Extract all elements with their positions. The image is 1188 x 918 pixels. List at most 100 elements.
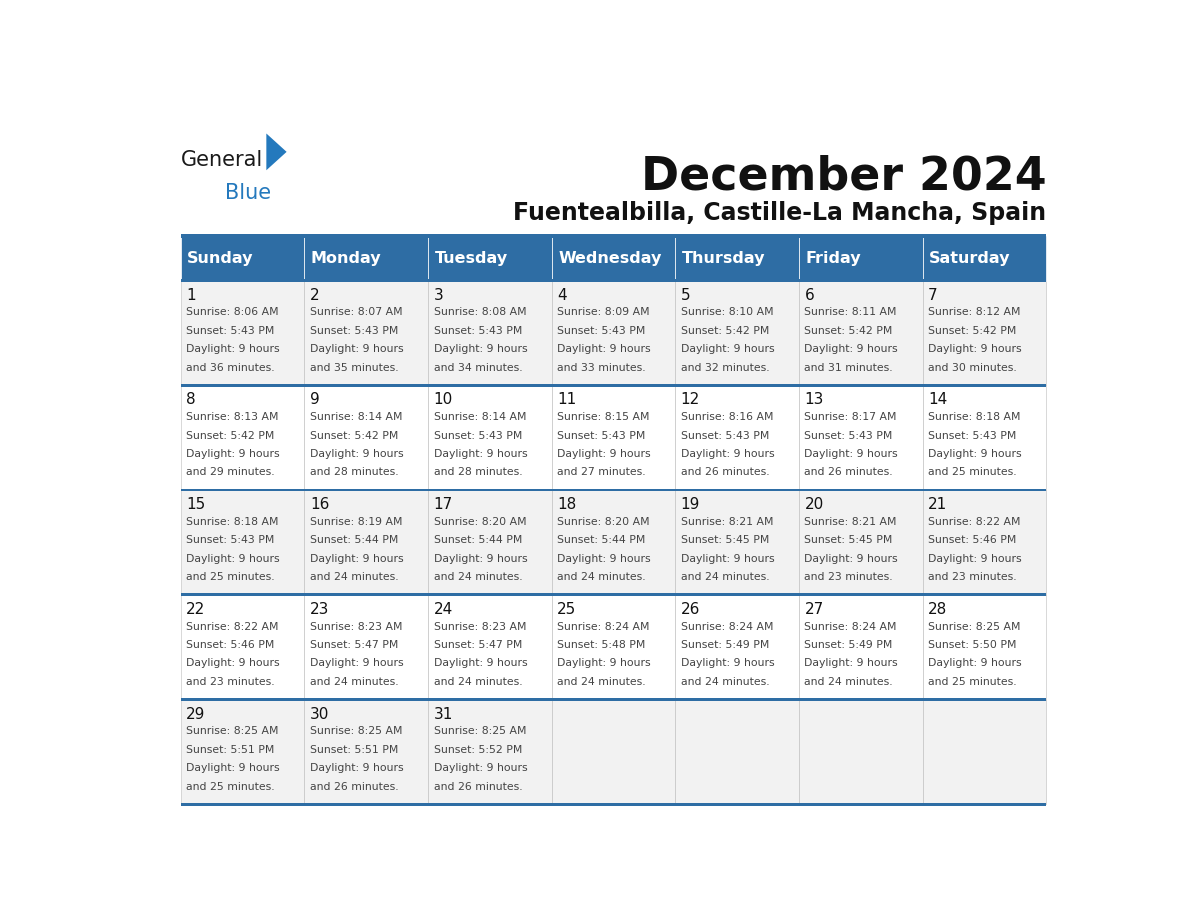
- Text: Sunrise: 8:21 AM: Sunrise: 8:21 AM: [681, 517, 773, 527]
- Text: and 28 minutes.: and 28 minutes.: [310, 467, 398, 477]
- Text: and 25 minutes.: and 25 minutes.: [187, 572, 274, 582]
- Text: and 35 minutes.: and 35 minutes.: [310, 363, 398, 373]
- Text: Sunrise: 8:09 AM: Sunrise: 8:09 AM: [557, 308, 650, 318]
- Bar: [551, 595, 675, 700]
- Text: Saturday: Saturday: [929, 251, 1011, 265]
- Text: Daylight: 9 hours: Daylight: 9 hours: [434, 658, 527, 668]
- Bar: [181, 595, 304, 700]
- Text: and 34 minutes.: and 34 minutes.: [434, 363, 523, 373]
- Text: Sunrise: 8:17 AM: Sunrise: 8:17 AM: [804, 412, 897, 422]
- Text: Sunset: 5:52 PM: Sunset: 5:52 PM: [434, 744, 522, 755]
- Text: Daylight: 9 hours: Daylight: 9 hours: [681, 344, 775, 354]
- Text: 24: 24: [434, 602, 453, 617]
- Bar: [675, 490, 798, 595]
- Bar: [181, 593, 1047, 596]
- Text: Sunset: 5:42 PM: Sunset: 5:42 PM: [187, 431, 274, 441]
- Text: Monday: Monday: [311, 251, 381, 265]
- Text: 8: 8: [187, 392, 196, 408]
- Text: 23: 23: [310, 602, 329, 617]
- Text: Sunset: 5:43 PM: Sunset: 5:43 PM: [310, 326, 398, 336]
- Text: Sunrise: 8:14 AM: Sunrise: 8:14 AM: [434, 412, 526, 422]
- Text: Sunset: 5:49 PM: Sunset: 5:49 PM: [804, 640, 893, 650]
- Text: and 24 minutes.: and 24 minutes.: [681, 572, 770, 582]
- Bar: [428, 281, 551, 386]
- Text: Daylight: 9 hours: Daylight: 9 hours: [928, 658, 1022, 668]
- Text: 30: 30: [310, 707, 329, 722]
- Text: and 29 minutes.: and 29 minutes.: [187, 467, 274, 477]
- Text: and 24 minutes.: and 24 minutes.: [681, 677, 770, 687]
- Text: Sunset: 5:51 PM: Sunset: 5:51 PM: [187, 744, 274, 755]
- Text: Daylight: 9 hours: Daylight: 9 hours: [187, 344, 280, 354]
- Text: 20: 20: [804, 497, 823, 512]
- Text: Sunset: 5:46 PM: Sunset: 5:46 PM: [928, 535, 1017, 545]
- Text: Sunset: 5:51 PM: Sunset: 5:51 PM: [310, 744, 398, 755]
- Bar: [923, 236, 1047, 281]
- Text: Sunrise: 8:23 AM: Sunrise: 8:23 AM: [310, 621, 403, 632]
- Bar: [551, 236, 675, 281]
- Text: and 26 minutes.: and 26 minutes.: [434, 781, 523, 791]
- Text: Sunrise: 8:18 AM: Sunrise: 8:18 AM: [928, 412, 1020, 422]
- Text: Sunset: 5:42 PM: Sunset: 5:42 PM: [310, 431, 398, 441]
- Text: and 30 minutes.: and 30 minutes.: [928, 363, 1017, 373]
- Text: 26: 26: [681, 602, 700, 617]
- Text: Daylight: 9 hours: Daylight: 9 hours: [187, 763, 280, 773]
- Text: Sunset: 5:44 PM: Sunset: 5:44 PM: [434, 535, 522, 545]
- Bar: [551, 700, 675, 804]
- Text: and 26 minutes.: and 26 minutes.: [681, 467, 770, 477]
- Text: and 25 minutes.: and 25 minutes.: [928, 677, 1017, 687]
- Text: Daylight: 9 hours: Daylight: 9 hours: [434, 554, 527, 564]
- Bar: [181, 281, 304, 386]
- Text: and 28 minutes.: and 28 minutes.: [434, 467, 523, 477]
- Text: Sunrise: 8:13 AM: Sunrise: 8:13 AM: [187, 412, 279, 422]
- Text: Daylight: 9 hours: Daylight: 9 hours: [310, 344, 404, 354]
- Bar: [551, 386, 675, 490]
- Text: Daylight: 9 hours: Daylight: 9 hours: [434, 763, 527, 773]
- Bar: [923, 386, 1047, 490]
- Text: Sunrise: 8:22 AM: Sunrise: 8:22 AM: [928, 517, 1020, 527]
- Text: Sunset: 5:46 PM: Sunset: 5:46 PM: [187, 640, 274, 650]
- Text: and 31 minutes.: and 31 minutes.: [804, 363, 893, 373]
- Bar: [304, 700, 428, 804]
- Text: Sunset: 5:42 PM: Sunset: 5:42 PM: [928, 326, 1017, 336]
- Text: Sunrise: 8:20 AM: Sunrise: 8:20 AM: [434, 517, 526, 527]
- Bar: [181, 488, 1047, 491]
- Text: and 24 minutes.: and 24 minutes.: [310, 572, 398, 582]
- Bar: [675, 236, 798, 281]
- Bar: [675, 281, 798, 386]
- Text: Sunset: 5:49 PM: Sunset: 5:49 PM: [681, 640, 769, 650]
- Text: Daylight: 9 hours: Daylight: 9 hours: [928, 449, 1022, 459]
- Text: and 23 minutes.: and 23 minutes.: [804, 572, 893, 582]
- Text: Sunrise: 8:21 AM: Sunrise: 8:21 AM: [804, 517, 897, 527]
- Text: Daylight: 9 hours: Daylight: 9 hours: [557, 344, 651, 354]
- Text: Daylight: 9 hours: Daylight: 9 hours: [804, 344, 898, 354]
- Text: Daylight: 9 hours: Daylight: 9 hours: [310, 763, 404, 773]
- Bar: [428, 386, 551, 490]
- Text: Sunset: 5:43 PM: Sunset: 5:43 PM: [557, 431, 645, 441]
- Text: Wednesday: Wednesday: [558, 251, 662, 265]
- Text: Daylight: 9 hours: Daylight: 9 hours: [310, 658, 404, 668]
- Text: and 27 minutes.: and 27 minutes.: [557, 467, 646, 477]
- Text: and 26 minutes.: and 26 minutes.: [310, 781, 398, 791]
- Text: and 24 minutes.: and 24 minutes.: [434, 572, 523, 582]
- Bar: [675, 700, 798, 804]
- Text: 22: 22: [187, 602, 206, 617]
- Text: Fuentealbilla, Castille-La Mancha, Spain: Fuentealbilla, Castille-La Mancha, Spain: [513, 201, 1047, 225]
- Text: Daylight: 9 hours: Daylight: 9 hours: [557, 449, 651, 459]
- Bar: [798, 595, 923, 700]
- Text: 25: 25: [557, 602, 576, 617]
- Text: and 24 minutes.: and 24 minutes.: [804, 677, 893, 687]
- Text: Sunday: Sunday: [188, 251, 254, 265]
- Text: Daylight: 9 hours: Daylight: 9 hours: [681, 658, 775, 668]
- Text: Sunset: 5:47 PM: Sunset: 5:47 PM: [434, 640, 522, 650]
- Text: 15: 15: [187, 497, 206, 512]
- Bar: [923, 281, 1047, 386]
- Text: 11: 11: [557, 392, 576, 408]
- Text: General: General: [181, 151, 263, 170]
- Bar: [304, 595, 428, 700]
- Bar: [798, 236, 923, 281]
- Bar: [181, 803, 1047, 806]
- Text: Sunrise: 8:25 AM: Sunrise: 8:25 AM: [928, 621, 1020, 632]
- Text: 10: 10: [434, 392, 453, 408]
- Text: Sunset: 5:45 PM: Sunset: 5:45 PM: [804, 535, 893, 545]
- Text: Sunrise: 8:16 AM: Sunrise: 8:16 AM: [681, 412, 773, 422]
